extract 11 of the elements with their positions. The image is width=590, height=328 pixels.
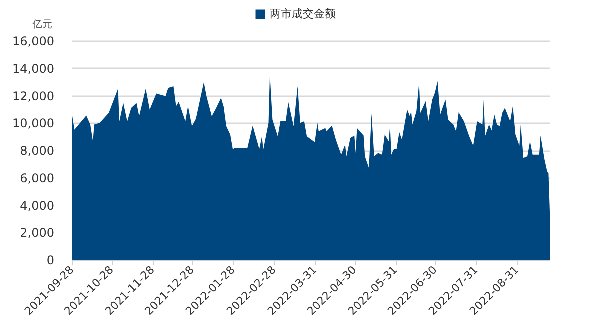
y-tick-label: 16,000	[12, 34, 54, 48]
y-tick-label: 4,000	[20, 198, 54, 213]
y-tick-label: 8,000	[20, 144, 54, 158]
legend-label: 两市成交金额	[270, 8, 336, 20]
y-tick-label: 10,000	[12, 116, 54, 131]
y-axis-title: 亿元	[32, 20, 52, 30]
y-tick-label: 12,000	[12, 89, 54, 104]
y-tick-label: 14,000	[12, 62, 54, 76]
y-tick-label: 2,000	[20, 226, 54, 240]
y-tick-label: 6,000	[20, 171, 54, 186]
y-tick-label: 0	[46, 254, 54, 268]
